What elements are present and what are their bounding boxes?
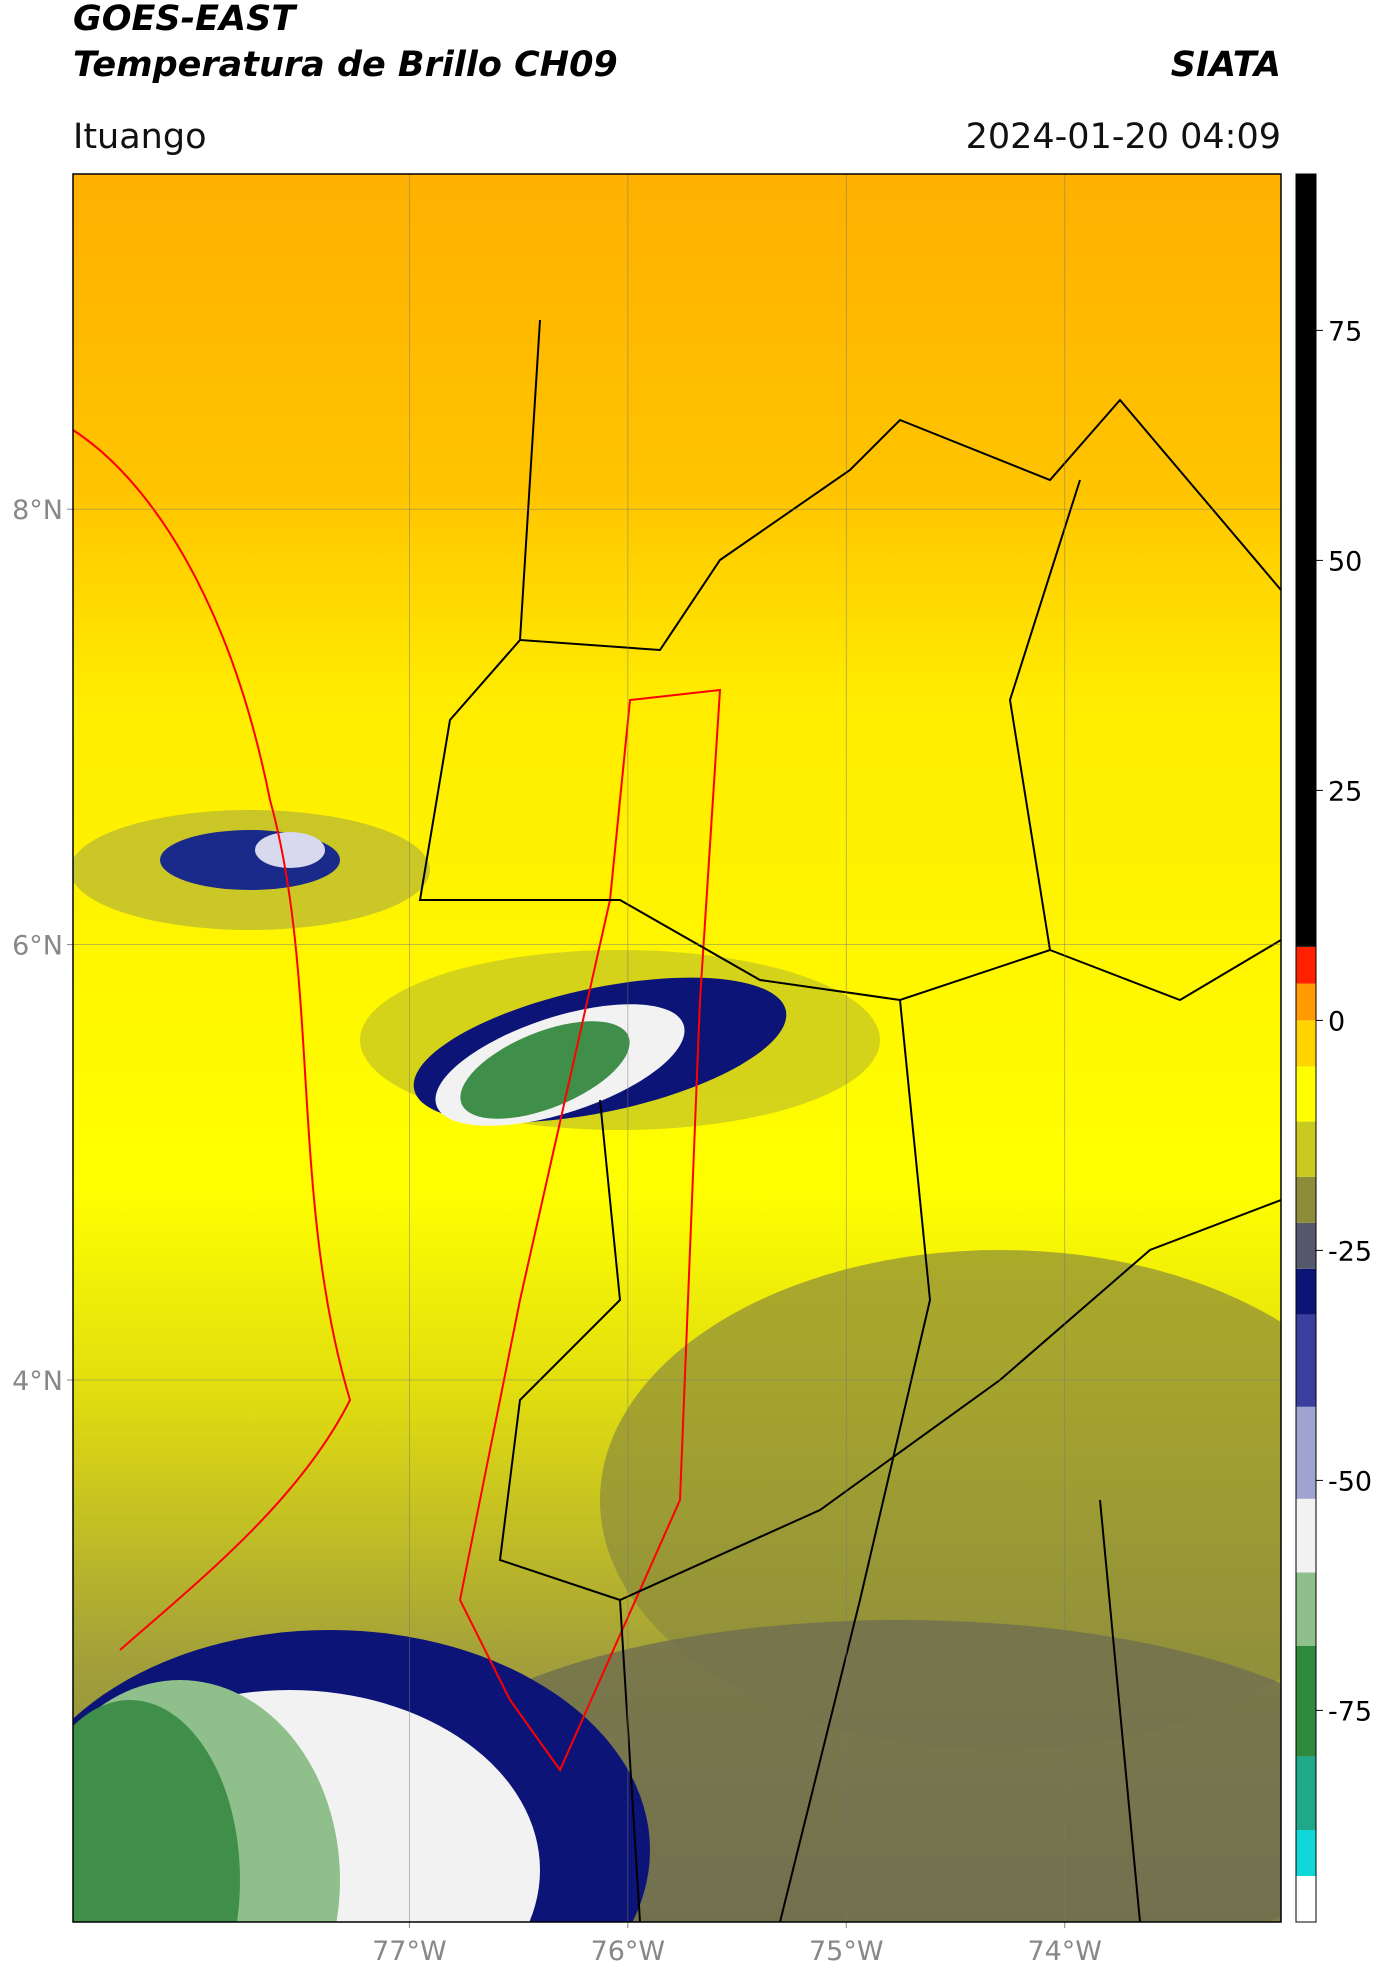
colorbar-segment bbox=[1296, 1121, 1316, 1177]
satellite-title: GOES-EAST bbox=[73, 0, 298, 39]
colorbar-segment bbox=[1296, 1406, 1316, 1499]
colorbar-tick-label: -25 bbox=[1328, 1236, 1372, 1267]
colorbar-segment bbox=[1296, 1756, 1316, 1830]
colorbar-segment bbox=[1296, 174, 1316, 947]
colorbar-segment bbox=[1296, 1498, 1316, 1573]
source-label: SIATA bbox=[1171, 45, 1281, 85]
colorbar-segment bbox=[1296, 1314, 1316, 1407]
colorbar-tick-label: -75 bbox=[1328, 1696, 1372, 1727]
basin-outline bbox=[458, 688, 722, 1773]
lon-tick-label: 77°W bbox=[372, 1936, 447, 1967]
map bbox=[73, 174, 1281, 1922]
map-frame bbox=[72, 173, 1282, 1923]
colorbar-segment bbox=[1296, 1646, 1316, 1757]
lon-tick-label: 74°W bbox=[1027, 1936, 1102, 1967]
colorbar-segment bbox=[1296, 1876, 1316, 1922]
colorbar bbox=[1296, 174, 1316, 1922]
cloud-core bbox=[73, 1700, 240, 1922]
colorbar-tick-label: 75 bbox=[1328, 316, 1362, 347]
cloud-field bbox=[600, 1250, 1281, 1750]
lat-tick-label: 4°N bbox=[12, 1366, 63, 1397]
lat-tick-label: 6°N bbox=[12, 931, 63, 962]
colorbar-segment bbox=[1296, 1176, 1316, 1223]
colorbar-segment bbox=[1296, 946, 1316, 984]
colorbar-segment bbox=[1296, 1066, 1316, 1122]
colorbar-frame bbox=[1295, 173, 1317, 1923]
colorbar-segment bbox=[1296, 983, 1316, 1021]
colorbar-tick-label: -50 bbox=[1328, 1466, 1372, 1497]
lon-tick-label: 75°W bbox=[809, 1936, 884, 1967]
colorbar-segment bbox=[1296, 1020, 1316, 1067]
coastline bbox=[73, 429, 352, 1651]
colorbar-segment bbox=[1296, 1268, 1316, 1315]
admin-borders bbox=[418, 319, 1281, 1922]
colorbar-segment bbox=[1296, 1572, 1316, 1646]
colorbar-segment bbox=[1296, 1222, 1316, 1269]
lat-tick-label: 8°N bbox=[12, 495, 63, 526]
colorbar-tick-label: 50 bbox=[1328, 546, 1362, 577]
colorbar-tick-label: 0 bbox=[1328, 1006, 1345, 1037]
product-title: Temperatura de Brillo CH09 bbox=[73, 45, 618, 85]
cloud-core bbox=[460, 1021, 630, 1119]
colorbar-tick-label: 25 bbox=[1328, 776, 1362, 807]
graticule bbox=[67, 174, 1281, 1928]
cloud-core bbox=[255, 832, 325, 868]
colorbar-segment bbox=[1296, 1830, 1316, 1876]
lon-tick-label: 76°W bbox=[591, 1936, 666, 1967]
region-label: Ituango bbox=[73, 117, 207, 157]
datetime-label: 2024-01-20 04:09 bbox=[966, 117, 1281, 157]
